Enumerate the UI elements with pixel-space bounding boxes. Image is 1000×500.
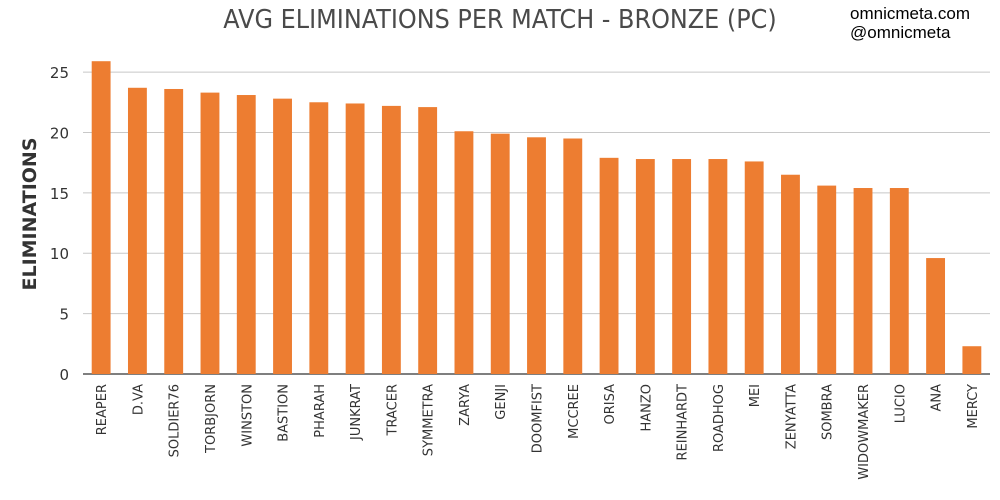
x-axis-labels: REAPER D.VA SOLDIER76 TORBJORN WINSTON BASTIO… <box>95 384 981 480</box>
x-tick-label: ROADHOG <box>712 384 727 452</box>
x-tick-label: SOLDIER76 <box>168 384 183 457</box>
x-tick-label: SYMMETRA <box>422 384 437 456</box>
x-tick-label: GENJI <box>494 384 509 420</box>
y-tick-label: 20 <box>50 124 69 142</box>
y-axis-label: ELIMINATIONS <box>19 137 41 290</box>
bar-mccree <box>563 138 583 374</box>
x-tick-label: SOMBRA <box>821 384 836 440</box>
x-tick-label: REAPER <box>95 384 110 435</box>
x-tick-label: PHARAH <box>313 384 328 438</box>
x-tick-label: MERCY <box>966 384 981 429</box>
bar-bastion <box>273 98 292 375</box>
x-tick-label: DOOMFIST <box>531 384 546 453</box>
x-tick-label: REINHARDT <box>676 384 691 461</box>
x-tick-label: MCCREE <box>567 384 582 439</box>
bar-junkrat <box>345 103 365 374</box>
bar-widowmaker <box>853 188 873 374</box>
x-tick-label: ZARYA <box>458 384 473 426</box>
bar-zenyatta <box>781 174 800 374</box>
bar-dva <box>127 87 147 375</box>
bars <box>91 61 982 375</box>
bar-tracer <box>381 105 401 375</box>
y-tick-label: 15 <box>50 185 69 203</box>
x-tick-label: TRACER <box>385 384 400 436</box>
bar-roadhog <box>708 159 728 374</box>
x-tick-label: MEI <box>748 384 763 407</box>
y-tick-label: 10 <box>50 245 69 263</box>
bar-lucio <box>889 188 909 374</box>
chart-title: AVG ELIMINATIONS PER MATCH - BRONZE (PC) <box>223 5 777 35</box>
x-tick-label: LUCIO <box>893 384 908 423</box>
bar-reaper <box>91 61 111 374</box>
bar-mei <box>744 161 764 374</box>
bar-torbjorn <box>200 92 220 374</box>
bar-reinhardt <box>672 159 692 374</box>
x-tick-label: JUNKRAT <box>349 384 364 441</box>
x-tick-label: WINSTON <box>240 384 255 447</box>
bar-soldier76 <box>164 88 184 374</box>
watermark: omnicmeta.com @omnicmeta <box>850 4 970 42</box>
x-tick-label: HANZO <box>639 384 654 432</box>
bar-hanzo <box>635 159 655 374</box>
y-tick-label: 25 <box>50 64 69 82</box>
bar-sombra <box>817 185 837 374</box>
x-tick-label: ZENYATTA <box>784 384 799 449</box>
bar-symmetra <box>418 107 438 374</box>
bar-winston <box>236 95 256 375</box>
watermark-handle: @omnicmeta <box>850 23 951 42</box>
bar-mercy <box>962 346 982 374</box>
x-tick-label: ANA <box>930 384 945 412</box>
x-tick-label: WIDOWMAKER <box>857 384 872 480</box>
watermark-site: omnicmeta.com <box>850 4 970 23</box>
x-tick-label: D.VA <box>131 384 146 415</box>
bar-genji <box>490 133 510 374</box>
y-tick-label: 0 <box>59 366 69 384</box>
x-tick-label: TORBJORN <box>204 384 219 454</box>
bar-ana <box>926 258 946 374</box>
x-tick-label: BASTION <box>277 384 292 442</box>
y-tick-label: 5 <box>59 306 69 324</box>
bar-pharah <box>309 102 329 375</box>
x-tick-label: ORISA <box>603 384 618 425</box>
bar-orisa <box>599 157 619 374</box>
bar-doomfist <box>527 137 546 374</box>
bar-zarya <box>454 131 474 374</box>
y-axis-ticks: 0 5 10 15 20 25 <box>50 64 69 384</box>
